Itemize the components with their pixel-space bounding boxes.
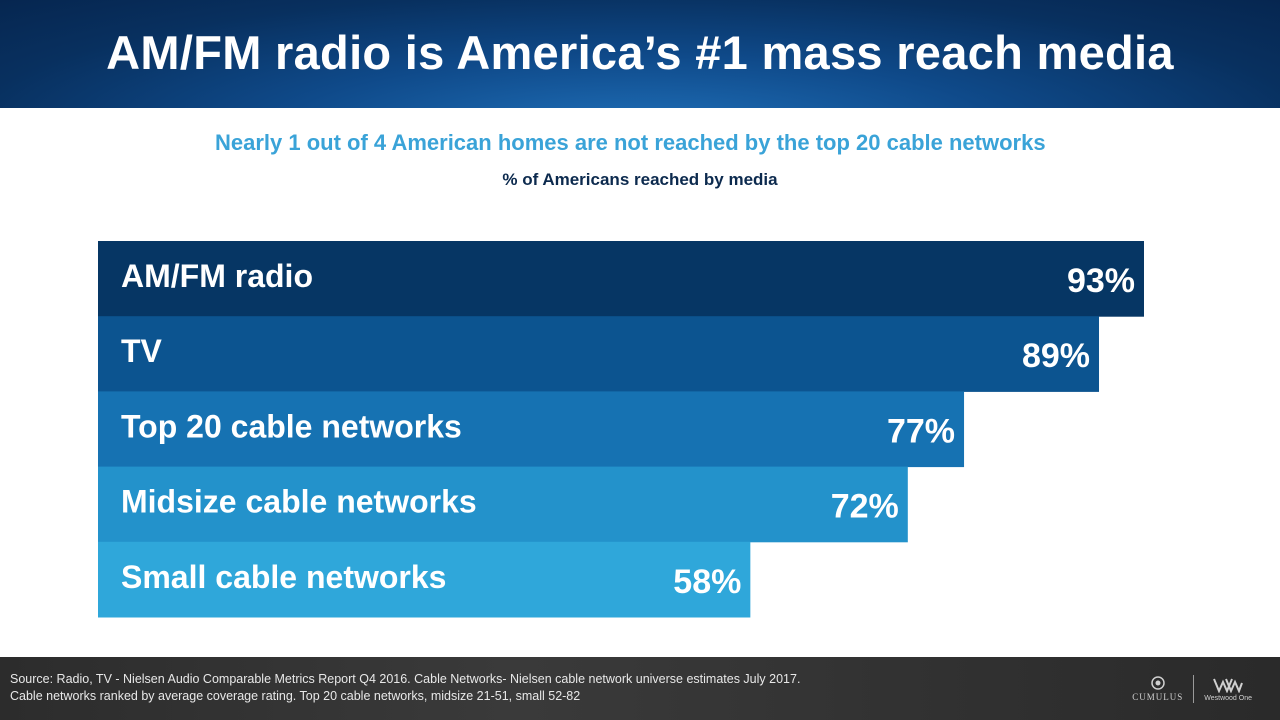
page-title: AM/FM radio is America’s #1 mass reach m…	[106, 25, 1174, 79]
bar-tv	[98, 316, 1100, 392]
bar-category-label: Midsize cable networks	[121, 484, 477, 520]
source-line-2: Cable networks ranked by average coverag…	[10, 689, 581, 703]
bar-category-label: TV	[121, 333, 163, 369]
bar-am-fm-radio	[98, 241, 1144, 317]
westwood-one-logo: Westwood One	[1204, 677, 1252, 702]
westwood-logo-text: Westwood One	[1204, 694, 1252, 702]
chart-subtitle-measure: % of Americans reached by media	[0, 170, 1280, 190]
bar-value-label: 93%	[1067, 262, 1135, 300]
bar-top-20-cable-networks	[98, 391, 965, 468]
bar-category-label: AM/FM radio	[121, 258, 313, 294]
bar-value-label: 58%	[673, 563, 741, 601]
bar-value-label: 89%	[1022, 337, 1090, 375]
bar-small-cable-networks	[98, 541, 751, 618]
source-line-1: Source: Radio, TV - Nielsen Audio Compar…	[10, 672, 801, 686]
cumulus-logo: CUMULUS	[1132, 676, 1183, 702]
bar-category-label: Small cable networks	[121, 559, 446, 595]
footer: Source: Radio, TV - Nielsen Audio Compar…	[0, 657, 1280, 720]
source-note: Source: Radio, TV - Nielsen Audio Compar…	[10, 671, 1110, 705]
bar-value-label: 72%	[831, 488, 899, 526]
cumulus-logo-text: CUMULUS	[1132, 692, 1184, 702]
bar-midsize-cable-networks	[98, 466, 908, 543]
bar-chart: AM/FM radio 93% TV 89% Top 20 cable networks…	[98, 241, 1144, 618]
chart-measure-label: % of Americans reached by media	[502, 170, 778, 189]
chart-subtitle-headline: Nearly 1 out of 4 American homes are not…	[215, 130, 1046, 155]
logo-divider	[1193, 675, 1195, 703]
title-banner: AM/FM radio is America’s #1 mass reach m…	[0, 0, 1280, 108]
cumulus-mark-icon	[1151, 676, 1165, 690]
logos: CUMULUS Westwood One	[1132, 675, 1252, 703]
bar-value-label: 77%	[887, 412, 955, 450]
westwood-mark-icon	[1213, 678, 1244, 693]
bar-category-label: Top 20 cable networks	[121, 408, 462, 444]
